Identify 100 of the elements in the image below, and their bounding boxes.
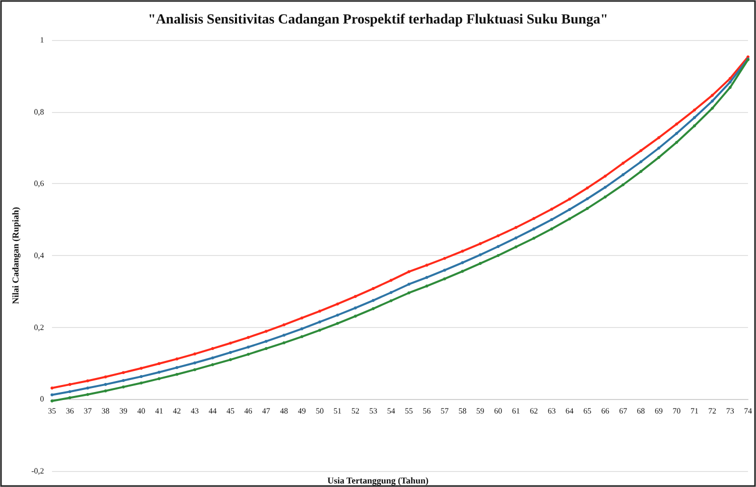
x-tick-label: 60	[494, 406, 502, 416]
point	[175, 372, 178, 376]
point	[140, 366, 143, 370]
point	[425, 284, 428, 288]
x-tick-label: 70	[672, 406, 681, 416]
point	[390, 278, 393, 282]
point	[282, 341, 286, 344]
point	[140, 382, 143, 385]
point	[246, 336, 250, 339]
x-tick-label: 48	[280, 406, 288, 416]
point	[710, 100, 714, 103]
point	[318, 328, 322, 332]
x-tick-label: 69	[654, 406, 663, 416]
x-tick-label: 56	[422, 406, 431, 416]
point	[604, 186, 607, 189]
point	[104, 382, 108, 386]
x-tick-label: 65	[583, 406, 592, 416]
point	[104, 389, 108, 392]
y-tick-label: 0,6	[34, 179, 44, 188]
y-tick-label: 1	[40, 36, 44, 44]
x-tick-label: 37	[84, 406, 92, 416]
point	[228, 342, 232, 345]
x-tick-label: 43	[190, 406, 199, 416]
x-axis-title: Usia Tertanggung (Tahun)	[327, 476, 429, 486]
point	[550, 208, 554, 211]
point	[68, 382, 72, 386]
point	[318, 310, 322, 313]
point	[354, 294, 357, 298]
x-tick-label: 58	[458, 406, 466, 416]
x-tick-label: 74	[744, 406, 752, 416]
x-tick-label: 44	[208, 406, 217, 416]
point	[86, 379, 90, 382]
x-tick-label: 39	[119, 406, 128, 416]
point	[586, 197, 589, 200]
point	[657, 136, 660, 140]
point	[692, 124, 696, 128]
point	[336, 322, 340, 325]
point	[443, 256, 446, 260]
x-tick-label: 68	[636, 406, 645, 416]
x-tick-label: 41	[155, 406, 164, 416]
x-tick-label: 42	[172, 406, 181, 416]
point	[675, 140, 678, 144]
point	[496, 254, 500, 257]
point	[193, 368, 196, 372]
point	[692, 116, 696, 120]
y-tick-label: 0	[40, 394, 44, 404]
point	[158, 362, 161, 366]
point	[604, 195, 607, 198]
point	[282, 334, 286, 337]
x-tick-label: 73	[726, 406, 734, 416]
x-tick-label: 36	[66, 406, 74, 416]
x-tick-label: 50	[316, 406, 324, 416]
point	[354, 306, 357, 310]
point	[514, 245, 518, 248]
x-tick-label: 61	[512, 406, 520, 416]
x-tick-label: 52	[351, 406, 360, 416]
point	[50, 393, 54, 396]
point	[372, 298, 375, 302]
point	[158, 370, 161, 374]
point	[407, 282, 410, 286]
point	[622, 183, 625, 186]
point	[282, 323, 286, 326]
point	[443, 277, 446, 280]
x-tick-label: 51	[334, 406, 342, 416]
point	[246, 346, 250, 349]
point	[710, 106, 714, 110]
point	[657, 156, 660, 159]
point	[211, 356, 214, 360]
x-tick-label: 47	[262, 406, 270, 416]
x-tick-label: 59	[476, 406, 484, 416]
point	[550, 227, 554, 230]
point	[460, 261, 464, 264]
point	[532, 227, 536, 230]
x-tick-label: 72	[708, 406, 716, 416]
point	[639, 160, 642, 164]
x-tick-label: 55	[404, 406, 413, 416]
point	[193, 361, 196, 364]
point	[300, 335, 304, 338]
point	[211, 363, 214, 366]
point	[140, 375, 143, 378]
x-tick-label: 38	[102, 406, 110, 416]
point	[460, 250, 464, 253]
x-tick-label: 66	[601, 406, 610, 416]
x-tick-label: 67	[619, 406, 628, 416]
point	[246, 352, 250, 356]
point	[443, 268, 446, 272]
point	[228, 358, 232, 362]
point	[407, 270, 410, 274]
x-tick-label: 57	[440, 406, 449, 416]
point	[478, 253, 482, 256]
point	[514, 236, 518, 240]
x-tick-label: 49	[298, 406, 306, 416]
point	[568, 217, 572, 220]
point	[122, 371, 125, 374]
chart-title: "Analisis Sensitivitas Cadangan Prospektif terhadap Fluktuasi Suku Bunga"	[148, 12, 608, 28]
point	[175, 366, 178, 370]
point	[622, 173, 625, 176]
x-tick-label: 62	[530, 406, 538, 416]
x-tick-label: 54	[387, 406, 396, 416]
point	[639, 170, 642, 173]
